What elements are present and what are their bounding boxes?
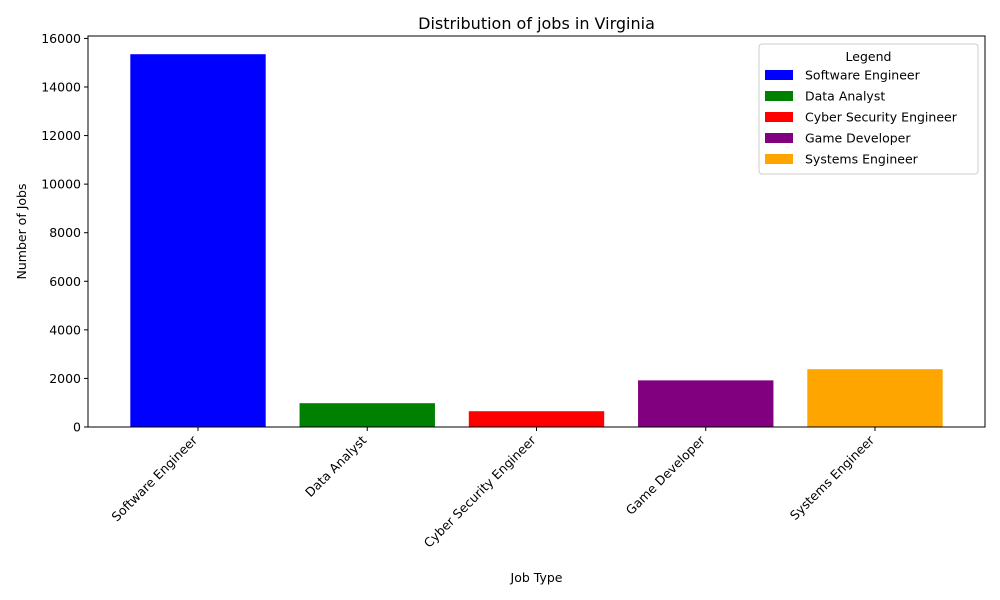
legend-title: Legend [846, 49, 892, 64]
bar-data-analyst [299, 403, 435, 427]
bar-cyber-security-engineer [468, 411, 605, 427]
x-tick-label: Data Analyst [302, 432, 369, 499]
legend-entry: Cyber Security Engineer [805, 110, 958, 125]
y-axis: 0 2000 4000 6000 8000 10000 12000 14000 16000 [41, 31, 88, 435]
legend-entry: Game Developer [805, 131, 911, 146]
legend-swatch [765, 112, 793, 122]
y-tick-label: 10000 [41, 177, 81, 192]
y-tick-label: 6000 [49, 274, 81, 289]
chart-title: Distribution of jobs in Virginia [418, 14, 655, 33]
legend-items: Software Engineer Data Analyst Cyber Secur… [765, 68, 958, 167]
x-tick-label: Software Engineer [108, 432, 200, 524]
legend-entry: Software Engineer [805, 68, 921, 83]
y-tick-label: 8000 [49, 225, 81, 240]
legend-swatch [765, 91, 793, 101]
y-tick-label: 0 [73, 420, 81, 435]
x-axis-label: Job Type [510, 570, 563, 585]
legend: Legend Software Engineer Data Analyst Cybe… [758, 43, 979, 175]
bar-game-developer [638, 380, 774, 427]
y-tick-label: 4000 [49, 322, 81, 337]
y-axis-label: Number of Jobs [14, 184, 29, 280]
y-tick-label: 14000 [41, 80, 81, 95]
x-axis: Software Engineer Data Analyst Cyber Secur… [108, 427, 878, 551]
x-tick-label: Systems Engineer [787, 432, 878, 523]
legend-swatch [765, 70, 793, 80]
bar-software-engineer [130, 54, 266, 427]
legend-swatch [765, 133, 793, 143]
y-tick-label: 16000 [41, 31, 81, 46]
x-tick-label: Game Developer [623, 432, 709, 518]
x-tick-label: Cyber Security Engineer [421, 432, 540, 551]
bar-systems-engineer [807, 369, 943, 427]
legend-swatch [765, 154, 793, 164]
legend-entry: Data Analyst [805, 89, 885, 104]
y-tick-label: 12000 [41, 128, 81, 143]
y-tick-label: 2000 [49, 371, 81, 386]
bars-group [130, 54, 943, 427]
legend-box [758, 43, 979, 175]
legend-entry: Systems Engineer [805, 152, 919, 167]
